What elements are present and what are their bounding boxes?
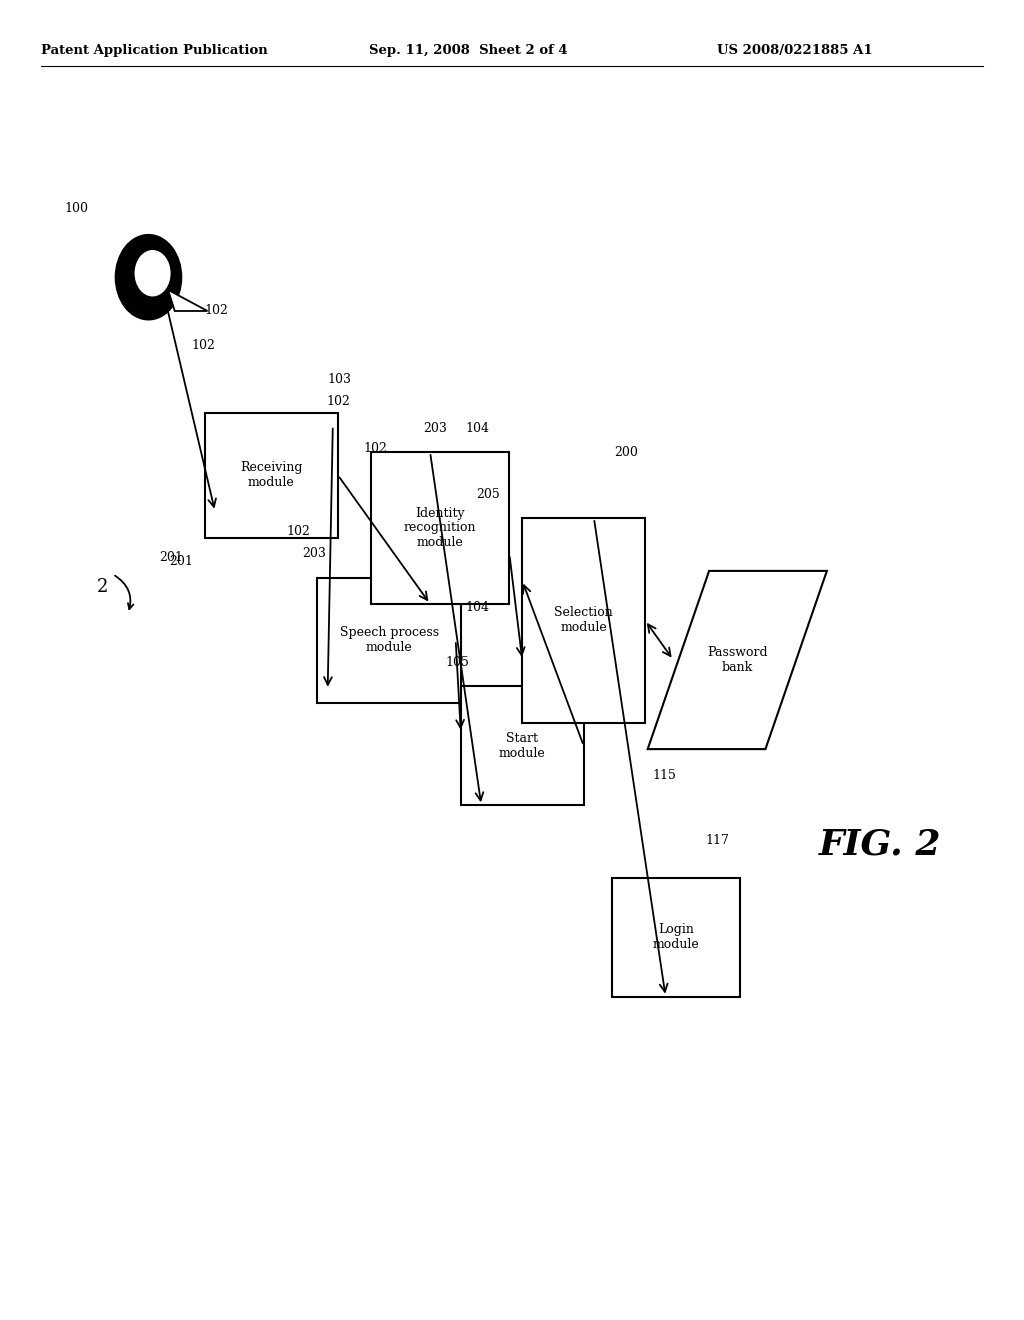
Text: 102: 102 bbox=[191, 339, 215, 352]
Text: Receiving
module: Receiving module bbox=[240, 461, 303, 490]
Text: 102: 102 bbox=[364, 442, 387, 455]
Text: 100: 100 bbox=[65, 202, 88, 215]
Text: Start
module: Start module bbox=[499, 731, 546, 760]
Text: 2: 2 bbox=[97, 578, 109, 597]
Text: Password
bank: Password bank bbox=[707, 645, 768, 675]
Bar bbox=[317, 578, 461, 702]
Text: 102: 102 bbox=[326, 396, 350, 408]
Text: 105: 105 bbox=[445, 656, 469, 669]
Text: 117: 117 bbox=[706, 834, 729, 847]
Text: 203: 203 bbox=[302, 548, 326, 560]
Bar bbox=[612, 878, 739, 997]
Text: 102: 102 bbox=[287, 525, 310, 537]
Text: Sep. 11, 2008  Sheet 2 of 4: Sep. 11, 2008 Sheet 2 of 4 bbox=[369, 44, 567, 57]
Text: 203: 203 bbox=[423, 422, 447, 434]
Text: 103: 103 bbox=[328, 374, 351, 385]
Text: 201: 201 bbox=[169, 554, 193, 568]
Text: Login
module: Login module bbox=[652, 923, 699, 952]
Text: 201: 201 bbox=[159, 552, 182, 564]
Text: 205: 205 bbox=[476, 488, 500, 500]
Bar bbox=[371, 451, 510, 605]
Polygon shape bbox=[168, 290, 208, 312]
Text: Identity
recognition
module: Identity recognition module bbox=[404, 507, 476, 549]
Text: Speech process
module: Speech process module bbox=[340, 626, 438, 655]
Bar bbox=[522, 517, 645, 722]
Text: 102: 102 bbox=[205, 304, 228, 317]
Text: FIG. 2: FIG. 2 bbox=[819, 828, 942, 862]
Circle shape bbox=[134, 249, 171, 297]
Text: Patent Application Publication: Patent Application Publication bbox=[41, 44, 267, 57]
Circle shape bbox=[116, 235, 181, 319]
Text: Selection
module: Selection module bbox=[554, 606, 613, 635]
Text: 104: 104 bbox=[466, 601, 489, 614]
Bar bbox=[205, 412, 338, 539]
Text: 115: 115 bbox=[653, 770, 677, 781]
Polygon shape bbox=[647, 570, 827, 750]
Text: 104: 104 bbox=[466, 422, 489, 434]
Text: US 2008/0221885 A1: US 2008/0221885 A1 bbox=[717, 44, 872, 57]
Text: 200: 200 bbox=[614, 446, 638, 458]
Bar bbox=[461, 686, 584, 805]
